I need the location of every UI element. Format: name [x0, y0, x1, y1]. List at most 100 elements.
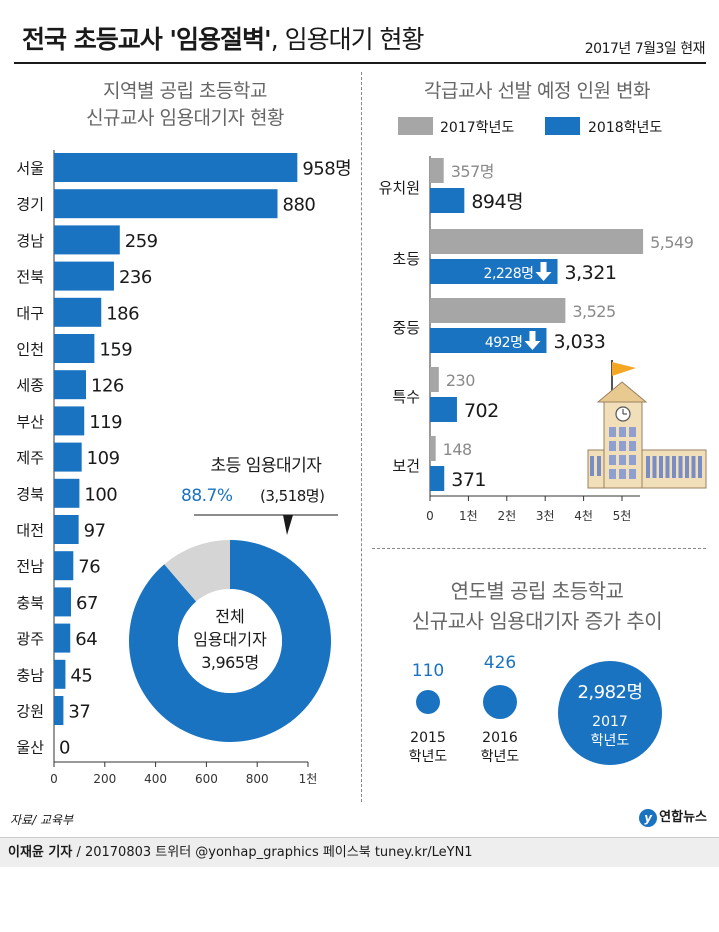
bar-2017-label: 148: [443, 440, 472, 459]
region-bar: [54, 696, 64, 725]
region-value-label: 76: [78, 557, 100, 578]
bar-2018: [430, 188, 465, 213]
donut-center-line1: 전체: [215, 607, 244, 626]
bar-2017: [430, 229, 644, 254]
region-value-label: 159: [99, 340, 132, 361]
yearly-bubble-chart: 110 2015 학년도 426 2016 학년도 2,982명 2017 학년도: [409, 653, 662, 765]
region-label: 대전: [16, 522, 44, 540]
tower-window: [609, 427, 616, 437]
region-bar: [54, 442, 82, 472]
change-x-tick-label: 2천: [497, 508, 516, 523]
year-bubble: [483, 685, 517, 719]
region-bar: [54, 334, 95, 363]
region-bar: [54, 261, 114, 291]
change-category-label: 특수: [392, 388, 420, 406]
page-title: 전국 초등교사 '임용절벽', 임용대기 현황: [22, 20, 425, 56]
bar-2018: [430, 328, 547, 353]
bar-2018: [430, 397, 457, 422]
bubble-year-label: 학년도: [481, 749, 520, 765]
legend-label-2018: 2018학년도: [588, 120, 662, 136]
teacher-change-title: 각급교사 선발 예정 인원 변화: [372, 78, 702, 105]
donut-callout-count: (3,518명): [260, 487, 324, 505]
regional-title-line2: 신규교사 임용대기자 현황: [86, 107, 284, 129]
bar-2017-label: 3,525: [572, 302, 615, 321]
tower-window: [619, 469, 626, 479]
year-bubble: [558, 661, 662, 765]
teacher-change-title-text: 각급교사 선발 예정 인원 변화: [424, 80, 650, 102]
region-bar: [54, 587, 72, 617]
region-bar: [54, 623, 71, 653]
bubble-value-label: 2,982명: [577, 682, 642, 703]
donut-hole: [178, 589, 282, 693]
donut-callout-percent: 88.7%: [181, 486, 233, 506]
bubble-year-label: 2015: [410, 730, 446, 746]
region-value-label: 37: [68, 702, 90, 723]
wing-window: [678, 456, 683, 478]
bar-2017-label: 230: [446, 371, 475, 390]
region-bar: [54, 659, 66, 689]
region-value-label: 64: [75, 629, 97, 650]
regional-x-tick-label: 400: [144, 772, 167, 786]
region-value-label: 45: [70, 665, 92, 686]
bubble-value-label: 426: [484, 653, 516, 673]
region-label: 충북: [16, 594, 44, 612]
wing-window: [665, 456, 670, 478]
region-value-label: 100: [84, 484, 117, 505]
year-bubble: [416, 690, 440, 714]
change-category-label: 초등: [392, 250, 420, 268]
credit-bar: 이재윤 기자 / 20170803 트위터 @yonhap_graphics 페…: [0, 837, 719, 867]
vertical-divider: [361, 72, 362, 802]
bar-2017: [430, 367, 439, 392]
change-category-label: 보건: [392, 457, 420, 475]
tower-window: [609, 469, 616, 479]
region-value-label: 126: [91, 376, 124, 397]
donut-center-total: 3,965명: [201, 653, 259, 672]
bubble-year-label: 2016: [482, 730, 518, 746]
region-label: 경기: [16, 196, 44, 214]
region-label: 부산: [16, 413, 44, 431]
yonhap-logo-text: 연합뉴스: [659, 810, 707, 825]
region-label: 경북: [16, 485, 44, 503]
legend-swatch-2018: [545, 117, 580, 135]
change-x-tick-label: 1천: [459, 508, 478, 523]
region-value-label: 119: [89, 412, 122, 433]
tower-window: [629, 441, 636, 451]
bar-2018-label: 702: [464, 400, 499, 422]
title-main-text: 전국 초등교사 '임용절벽': [22, 25, 272, 54]
region-label: 제주: [16, 449, 44, 467]
yonhap-logo: y 연합뉴스: [639, 806, 707, 827]
school-building-illustration: [587, 360, 707, 489]
decrease-label: 492명: [485, 335, 523, 351]
tower-window: [619, 427, 626, 437]
bar-2018-label: 371: [451, 469, 486, 491]
region-label: 울산: [16, 739, 44, 757]
region-label: 대구: [16, 304, 44, 322]
wing-window: [672, 456, 676, 478]
wing-window: [659, 456, 663, 478]
trend-title-line2: 신규교사 임용대기자 증가 추이: [411, 609, 663, 633]
title-bar: 전국 초등교사 '임용절벽', 임용대기 현황 2017년 7월3일 현재: [0, 0, 719, 66]
change-category-label: 중등: [392, 319, 420, 337]
bar-2017: [430, 436, 436, 461]
wing-window: [590, 456, 594, 476]
region-bar: [54, 297, 102, 327]
credit-info: / 20170803 트위터 @yonhap_graphics 페이스북 tun…: [72, 845, 473, 860]
legend-swatch-2017: [398, 117, 433, 135]
region-bar: [54, 478, 80, 508]
region-label: 광주: [16, 630, 44, 648]
title-underline: [14, 62, 706, 64]
region-bar: [54, 225, 120, 255]
bar-2018-label: 3,321: [565, 262, 617, 284]
credit-author: 이재윤 기자: [8, 845, 73, 860]
bubble-year-label: 학년도: [591, 733, 630, 749]
bar-2017: [430, 298, 566, 323]
change-x-tick-label: 5천: [613, 508, 632, 523]
donut-slice: [164, 540, 230, 602]
title-sub-text: , 임용대기 현황: [270, 25, 425, 54]
bubble-value-label: 110: [412, 661, 444, 681]
tower-window: [619, 455, 626, 465]
tower-window: [609, 441, 616, 451]
region-bar: [54, 153, 298, 182]
